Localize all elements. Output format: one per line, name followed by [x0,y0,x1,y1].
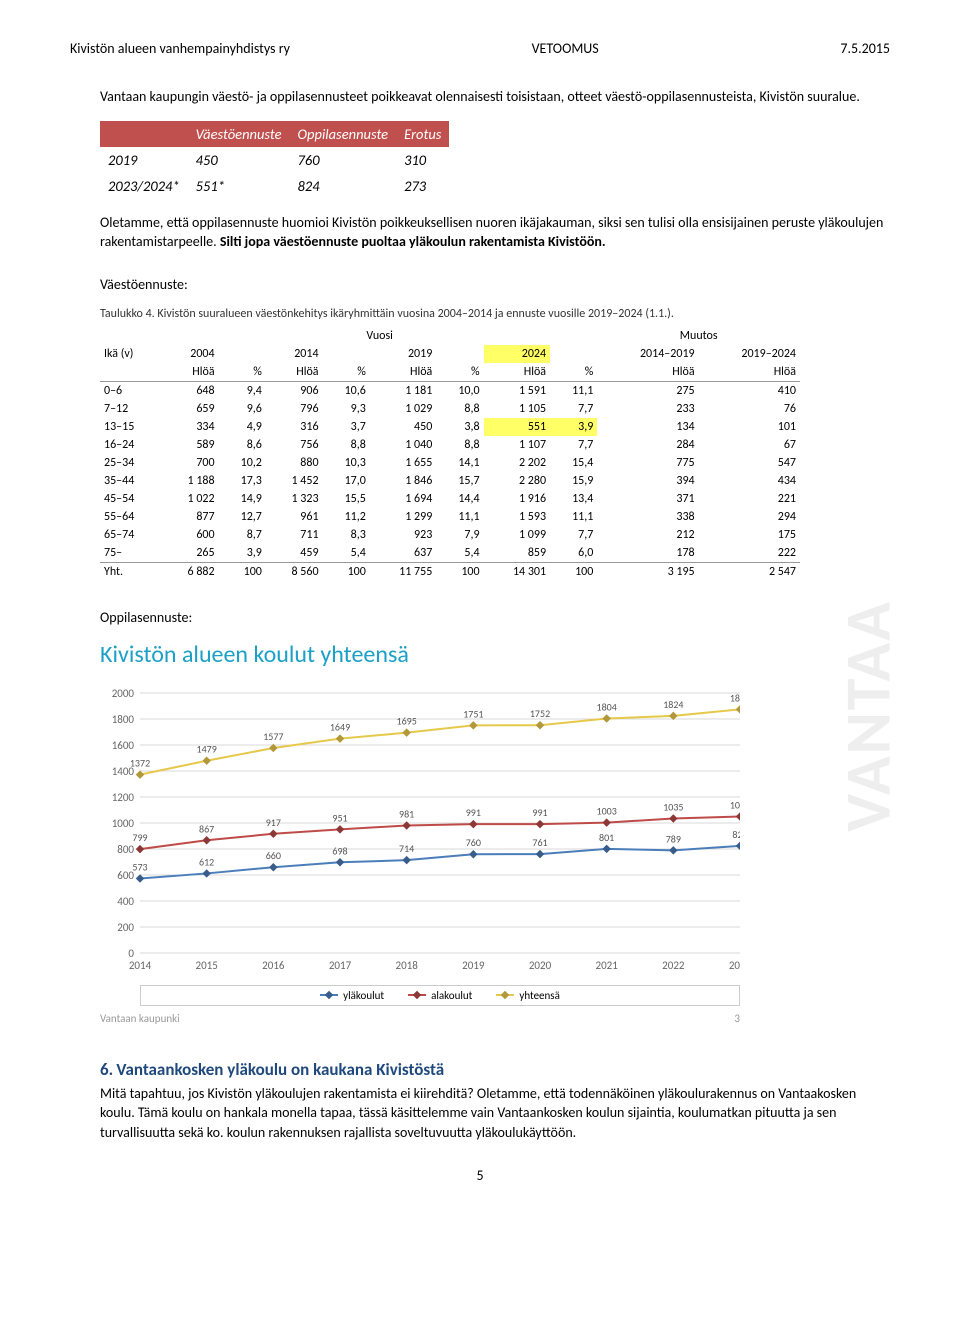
svg-text:789: 789 [666,832,681,845]
svg-text:2022: 2022 [662,959,685,972]
chart-svg: 0200400600800100012001400160018002000201… [100,683,740,973]
svg-text:2015: 2015 [196,959,218,972]
oppilasennuste-heading: Oppilasennuste: [100,609,890,626]
svg-text:761: 761 [532,836,547,849]
svg-text:1804: 1804 [597,700,617,713]
svg-text:2014: 2014 [129,959,152,972]
svg-text:2019: 2019 [462,959,485,972]
svg-text:698: 698 [332,844,347,857]
svg-text:2000: 2000 [112,687,135,700]
svg-text:2021: 2021 [596,959,619,972]
svg-text:867: 867 [199,822,214,835]
header-org: Kivistön alueen vanhempainyhdistys ry [70,40,290,57]
svg-text:917: 917 [266,816,281,829]
section-6: 6. Vantaankosken yläkoulu on kaukana Kiv… [100,1059,890,1143]
svg-text:1800: 1800 [112,713,135,726]
svg-text:660: 660 [266,849,281,862]
svg-text:1751: 1751 [463,707,483,720]
svg-text:2018: 2018 [396,959,419,972]
svg-text:612: 612 [199,855,214,868]
svg-text:1649: 1649 [330,720,350,733]
page-number: 5 [70,1167,890,1184]
svg-text:1035: 1035 [663,800,683,813]
forecast-comparison-table: VäestöennusteOppilasennusteErotus 201945… [100,121,449,199]
svg-text:2020: 2020 [529,959,552,972]
svg-text:799: 799 [132,831,147,844]
svg-text:824: 824 [732,828,740,841]
svg-text:2017: 2017 [329,959,352,972]
svg-text:1003: 1003 [597,804,617,817]
pop-table-caption: Taulukko 4. Kivistön suuralueen väestönk… [100,307,890,321]
student-forecast-chart: Kivistön alueen koulut yhteensä VANTAA 0… [100,640,820,1025]
svg-text:801: 801 [599,831,614,844]
chart-watermark: VANTAA [830,600,908,832]
svg-text:1479: 1479 [197,743,217,756]
intro-paragraph: Vantaan kaupungin väestö- ja oppilasennu… [100,87,890,107]
svg-text:1824: 1824 [663,698,683,711]
para2-bold: Silti jopa väestöennuste puoltaa yläkoul… [220,233,606,250]
svg-text:1752: 1752 [530,707,550,720]
svg-text:1695: 1695 [397,714,417,727]
svg-text:760: 760 [466,836,481,849]
svg-text:1050: 1050 [730,798,740,811]
svg-text:800: 800 [117,843,134,856]
svg-text:981: 981 [399,807,414,820]
svg-text:1600: 1600 [112,739,135,752]
chart-footer-page: 3 [734,1012,740,1025]
svg-text:200: 200 [117,921,134,934]
svg-text:1200: 1200 [112,791,135,804]
svg-text:951: 951 [332,811,347,824]
section-6-body: Mitä tapahtuu, jos Kivistön yläkoulujen … [100,1084,890,1143]
vaestoennuste-heading: Väestöennuste: [100,276,890,293]
svg-text:1000: 1000 [112,817,135,830]
svg-text:573: 573 [132,860,147,873]
svg-text:714: 714 [399,842,414,855]
chart-legend: yläkoulutalakoulutyhteensä [140,985,740,1006]
svg-text:1372: 1372 [130,756,150,769]
svg-text:991: 991 [466,806,481,819]
svg-text:1577: 1577 [263,730,283,743]
population-table: VuosiMuutosIkä (v)20042014201920242014–2… [100,327,800,581]
paragraph-2: Oletamme, että oppilasennuste huomioi Ki… [100,213,890,252]
chart-footer-source: Vantaan kaupunki [100,1012,180,1025]
svg-text:2023: 2023 [729,959,740,972]
svg-text:400: 400 [117,895,134,908]
section-6-number: 6. [100,1059,113,1080]
section-6-title: Vantaankosken yläkoulu on kaukana Kivist… [116,1059,444,1080]
header-title: VETOOMUS [532,40,599,57]
svg-text:1874: 1874 [730,691,740,704]
svg-text:991: 991 [532,806,547,819]
svg-text:2016: 2016 [262,959,285,972]
header-date: 7.5.2015 [840,40,890,57]
chart-title: Kivistön alueen koulut yhteensä [100,640,820,669]
